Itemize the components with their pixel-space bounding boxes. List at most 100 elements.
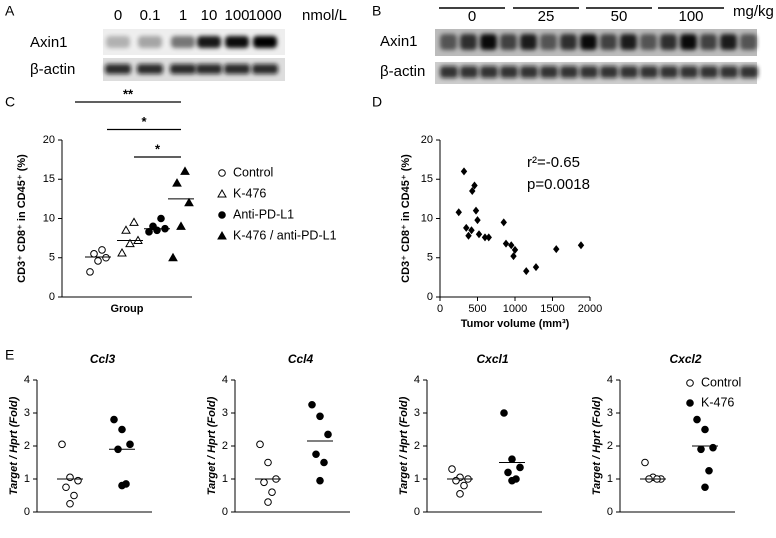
- point: [474, 216, 481, 225]
- point: [320, 458, 328, 467]
- point: [481, 233, 489, 242]
- band: [105, 64, 131, 74]
- point: [66, 473, 74, 482]
- panel-label: C: [5, 94, 15, 110]
- point: [86, 268, 94, 276]
- lane-label: 100: [224, 7, 249, 24]
- y-tick-label: 5: [49, 252, 55, 264]
- band: [520, 34, 537, 50]
- point: [308, 400, 316, 409]
- chart-title: Ccl4: [288, 352, 314, 366]
- unit-label: nmol/L: [302, 7, 347, 24]
- legend-label: Anti-PD-L1: [233, 207, 294, 221]
- point: [316, 412, 324, 421]
- band: [171, 36, 195, 48]
- band: [224, 64, 250, 74]
- band: [480, 34, 497, 50]
- band: [540, 34, 557, 50]
- legend-marker: [686, 379, 694, 387]
- y-tick-label: 20: [43, 134, 55, 146]
- y-tick-label: 0: [414, 506, 420, 518]
- point: [448, 465, 456, 473]
- y-axis-label: Target / Hprt (Fold): [398, 396, 410, 495]
- y-tick-label: 2: [607, 440, 613, 452]
- significance-label: *: [155, 141, 161, 156]
- y-tick-label: 3: [24, 407, 30, 419]
- band: [620, 66, 638, 78]
- y-tick-label: 4: [607, 374, 613, 386]
- lane-label: 0: [114, 7, 122, 24]
- point: [523, 267, 530, 276]
- point: [118, 481, 126, 490]
- point: [180, 166, 190, 175]
- y-tick-label: 1: [414, 473, 420, 485]
- legend-label: Control: [233, 165, 273, 179]
- point: [172, 178, 182, 187]
- x-axis-label: Tumor volume (mm³): [461, 318, 570, 330]
- point: [471, 181, 478, 190]
- point: [641, 458, 649, 467]
- chart: 0 1 2 3 4 Target / Hprt (Fold) Ccl3: [8, 352, 152, 518]
- point: [709, 443, 717, 452]
- panel-label: B: [372, 3, 381, 19]
- band: [520, 66, 538, 78]
- point: [125, 238, 135, 248]
- y-tick-label: 15: [43, 173, 55, 185]
- point: [472, 206, 480, 215]
- point: [117, 248, 127, 257]
- x-tick-label: 500: [468, 303, 486, 315]
- annotation: p=0.0018: [527, 176, 590, 193]
- point: [504, 468, 512, 477]
- band: [252, 64, 278, 74]
- point: [94, 257, 102, 265]
- unit-label: mg/kg: [733, 3, 774, 20]
- y-tick-label: 2: [222, 440, 228, 452]
- chart-title: Ccl3: [90, 352, 116, 366]
- legend-label: K-476 / anti-PD-L1: [233, 228, 337, 242]
- point: [532, 263, 540, 272]
- panel-label: D: [372, 94, 382, 110]
- band: [700, 34, 717, 50]
- band: [196, 64, 222, 74]
- point: [468, 226, 475, 235]
- band: [460, 34, 477, 50]
- point: [256, 440, 264, 449]
- point: [121, 225, 131, 234]
- band: [640, 66, 658, 78]
- point: [62, 483, 70, 492]
- y-axis-label: CD3⁺ CD8⁺ in CD45⁺ (%): [400, 154, 412, 283]
- row-label: β-actin: [30, 61, 75, 78]
- band: [640, 34, 657, 50]
- x-tick-label: 0: [437, 303, 443, 315]
- y-tick-label: 2: [24, 440, 30, 452]
- chart-title: Cxcl2: [669, 352, 701, 366]
- point: [176, 221, 186, 230]
- point: [98, 246, 106, 254]
- y-tick-label: 10: [421, 212, 433, 224]
- band: [600, 34, 617, 50]
- band: [600, 66, 618, 78]
- band: [253, 36, 277, 48]
- band: [740, 34, 757, 50]
- y-tick-label: 1: [24, 473, 30, 485]
- point: [74, 476, 82, 485]
- lane-label: 1000: [248, 7, 281, 24]
- x-tick-label: 1500: [540, 303, 564, 315]
- band: [660, 34, 677, 50]
- point: [460, 167, 468, 176]
- chart-title: Cxcl1: [476, 352, 508, 366]
- point: [316, 476, 324, 485]
- y-tick-label: 0: [222, 506, 228, 518]
- point: [705, 466, 713, 475]
- y-tick-label: 1: [607, 473, 613, 485]
- y-tick-label: 10: [43, 212, 55, 224]
- significance-label: *: [141, 114, 147, 129]
- point: [455, 208, 462, 217]
- band: [720, 66, 738, 78]
- point: [149, 222, 157, 231]
- point: [168, 252, 178, 262]
- y-tick-label: 0: [607, 506, 613, 518]
